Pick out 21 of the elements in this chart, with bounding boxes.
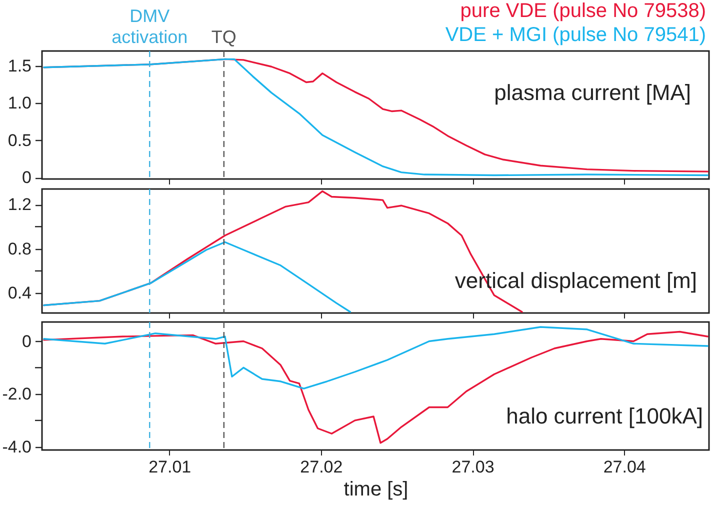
y-tick-label: 0.8 bbox=[8, 239, 32, 258]
text: pure VDE (pulse No 79538) bbox=[460, 0, 706, 22]
x-tick-label: 27.03 bbox=[452, 458, 494, 476]
y-tick-label: 0 bbox=[22, 168, 32, 188]
x-tick-label: 27.01 bbox=[148, 458, 192, 476]
text: VDE + MGI (pulse No 79541) bbox=[445, 24, 706, 46]
x-axis-title: time [s] bbox=[344, 478, 408, 500]
x-tick-label: 27.02 bbox=[300, 458, 343, 476]
ref-line-label: TQ bbox=[211, 27, 236, 47]
y-tick-label: 1.2 bbox=[8, 195, 32, 214]
annotation: plasma current [MA] bbox=[494, 80, 691, 106]
y-tick-label: 0.5 bbox=[8, 130, 32, 150]
annotation: halo current [100kA] bbox=[506, 404, 703, 429]
y-tick-label: 0 bbox=[22, 332, 32, 351]
ref-line-label: DMV activation bbox=[112, 6, 188, 47]
y-tick-label: -2.0 bbox=[2, 384, 32, 404]
x-tick-label: 27.04 bbox=[603, 458, 646, 476]
y-tick-label: -4.0 bbox=[2, 437, 32, 456]
y-tick-label: 0.4 bbox=[8, 284, 32, 303]
y-tick-label: 1.5 bbox=[8, 56, 32, 76]
y-tick-label: 1.0 bbox=[8, 94, 32, 113]
